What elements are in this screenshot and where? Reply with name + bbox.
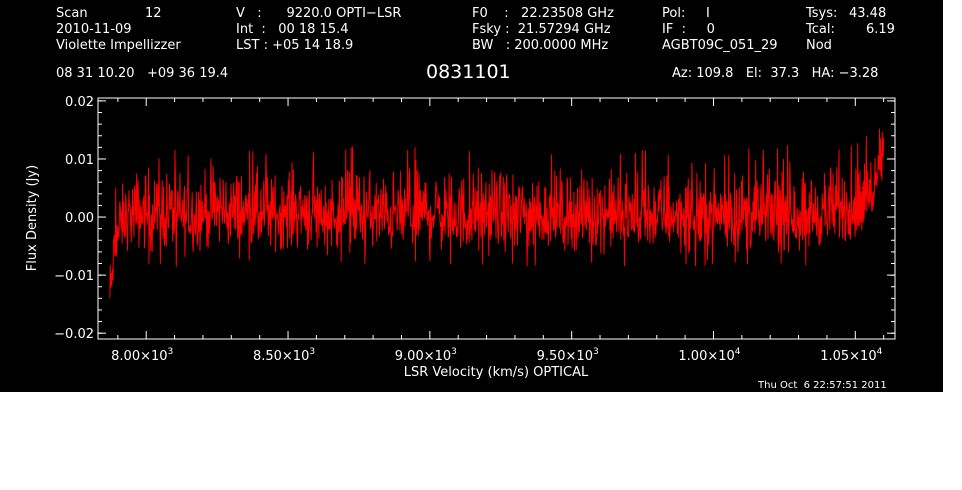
tsys-label: Tsys:	[806, 6, 838, 21]
project-id: AGBT09C_051_29	[662, 38, 778, 53]
x-tick-label: 8.00×103	[111, 347, 173, 364]
observer-name: Violette Impellizzer	[56, 38, 181, 53]
sky-frequency: Fsky : 21.57294 GHz	[472, 22, 611, 37]
x-axis-label: LSR Velocity (km/s) OPTICAL	[404, 365, 589, 380]
source-coordinates: 08 31 10.20 +09 36 19.4	[56, 66, 229, 81]
x-tick-exponent: 4	[877, 347, 883, 357]
x-tick-mantissa: 9.50×10	[537, 349, 593, 364]
y-tick-label: −0.02	[54, 327, 94, 342]
observing-mode: Nod	[806, 38, 832, 53]
spectrum-chart: −0.02−0.010.000.010.028.00×103 8.50×103 9.…	[25, 95, 896, 380]
x-tick-mantissa: 8.50×10	[253, 349, 309, 364]
x-tick-label: 9.00×103	[395, 347, 457, 364]
x-tick-mantissa: 1.00×10	[678, 349, 734, 364]
x-tick-mantissa: 1.05×10	[820, 349, 876, 364]
scan-number: 12	[145, 6, 162, 21]
y-tick-label: 0.02	[65, 95, 94, 110]
bandwidth: BW : 200.0000 MHz	[472, 38, 609, 53]
lst-readout: LST : +05 14 18.9	[236, 38, 354, 53]
timestamp: Thu Oct 6 22:57:51 2011	[758, 380, 887, 391]
tcal-value: 6.19	[866, 22, 895, 37]
x-tick-label: 9.50×103	[537, 347, 599, 364]
tcal-label: Tcal:	[806, 22, 835, 37]
source-name: 0831101	[426, 61, 511, 83]
if-number: IF : 0	[662, 22, 715, 37]
x-tick-mantissa: 8.00×10	[111, 349, 167, 364]
x-tick-label: 1.05×104	[820, 347, 882, 364]
tsys-value: 43.48	[849, 6, 887, 21]
polarization: Pol: I	[662, 6, 710, 21]
x-tick-label: 1.00×104	[678, 347, 740, 364]
x-tick-exponent: 3	[593, 347, 599, 357]
y-axis-label: Flux Density (Jy)	[25, 165, 40, 271]
plot-panel: Scan 12 2010-11-09 Violette Impellizzer …	[0, 0, 943, 392]
x-tick-exponent: 3	[168, 347, 174, 357]
x-tick-mantissa: 9.00×10	[395, 349, 451, 364]
y-tick-label: 0.00	[65, 211, 94, 226]
observation-date: 2010-11-09	[56, 22, 132, 37]
x-tick-label: 8.50×103	[253, 347, 315, 364]
plot-frame	[97, 97, 896, 340]
spectrum-series-line	[108, 128, 885, 298]
x-tick-exponent: 3	[451, 347, 457, 357]
velocity-readout: V : 9220.0 OPTI−LSR	[236, 6, 402, 21]
x-tick-exponent: 3	[309, 347, 315, 357]
y-tick-label: −0.01	[54, 269, 94, 284]
scan-label: Scan	[56, 6, 88, 21]
x-tick-exponent: 4	[735, 347, 741, 357]
pointing-readout: Az: 109.8 El: 37.3 HA: −3.28	[672, 66, 879, 81]
rest-frequency: F0 : 22.23508 GHz	[472, 6, 614, 21]
integration-time: Int : 00 18 15.4	[236, 22, 349, 37]
y-tick-label: 0.01	[65, 153, 94, 168]
